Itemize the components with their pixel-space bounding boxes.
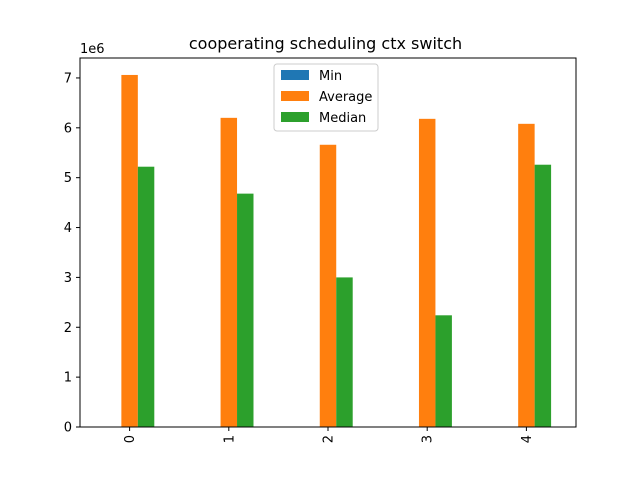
x-tick-label: 3 [421, 435, 436, 443]
bar-average-1 [220, 117, 238, 428]
x-tick-label: 4 [520, 435, 535, 443]
legend-swatch-median [281, 112, 309, 122]
bar-median-3 [435, 315, 452, 427]
y-tick-label: 2 [64, 321, 72, 336]
bar-median-2 [336, 277, 353, 427]
y-tick-label: 0 [64, 421, 72, 436]
y-tick-label: 6 [64, 121, 72, 136]
y-tick-label: 1 [64, 371, 72, 386]
legend-swatch-min [281, 70, 309, 80]
bars-group [121, 74, 552, 428]
x-axis: 0 1 2 3 4 [123, 427, 535, 443]
legend-label-median: Median [319, 111, 366, 126]
legend-label-min: Min [319, 69, 342, 84]
y-tick-label: 7 [64, 71, 72, 86]
bar-average-3 [418, 118, 436, 427]
y-axis-multiplier: 1e6 [80, 42, 105, 57]
x-tick-label: 2 [322, 435, 337, 443]
x-tick-label: 0 [123, 435, 138, 443]
x-tick-label: 1 [222, 435, 237, 443]
y-axis: 0 1 2 3 4 5 6 7 [64, 71, 80, 436]
bar-average-2 [319, 144, 337, 427]
y-tick-label: 3 [64, 271, 72, 286]
chart-title: cooperating scheduling ctx switch [189, 34, 462, 53]
bar-average-0 [121, 74, 138, 428]
bar-median-0 [137, 166, 155, 428]
bar-median-1 [237, 193, 254, 427]
y-tick-label: 4 [64, 221, 72, 236]
bar-average-4 [518, 123, 535, 427]
bar-median-4 [534, 164, 552, 427]
legend-label-average: Average [319, 90, 372, 105]
legend: Min Average Median [273, 63, 379, 132]
y-tick-label: 5 [64, 171, 72, 186]
legend-swatch-average [281, 91, 309, 101]
plot-frame [79, 57, 577, 428]
